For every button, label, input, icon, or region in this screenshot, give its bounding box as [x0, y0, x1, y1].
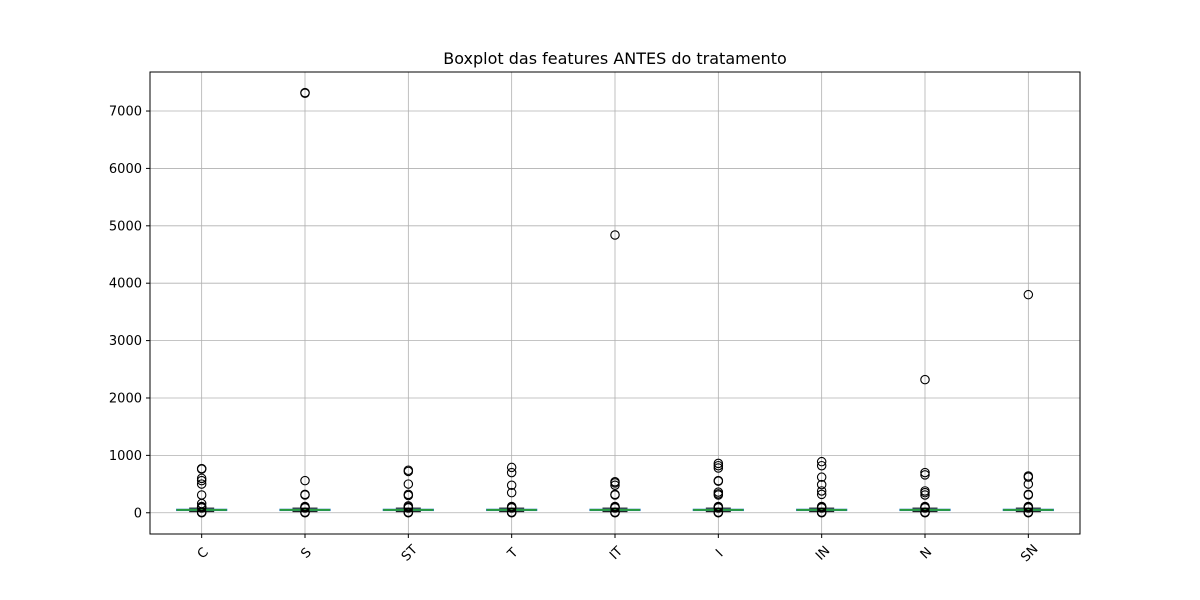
- outlier-point: [713, 508, 724, 518]
- outlier-point: [1023, 472, 1034, 482]
- outlier-point: [920, 470, 930, 480]
- x-tick-label-sn: SN: [1018, 542, 1041, 565]
- x-tick-label-it: IT: [607, 544, 626, 563]
- outlier-point: [610, 490, 620, 500]
- outlier-point: [1023, 503, 1034, 513]
- outlier-point: [713, 490, 724, 500]
- outlier-point: [816, 486, 827, 496]
- x-tick-label-n: N: [918, 545, 935, 562]
- x-tick-label-st: ST: [399, 542, 421, 564]
- outlier-point: [506, 480, 517, 490]
- x-tick-label-i: I: [713, 547, 726, 560]
- grid-lines: [150, 72, 1080, 534]
- y-tick-label: 3000: [109, 334, 142, 349]
- plot-marks: [176, 87, 1054, 518]
- outlier-point: [816, 460, 827, 471]
- x-tick-label-c: C: [195, 545, 212, 562]
- box-group-c: [176, 463, 228, 518]
- box-group-t: [486, 462, 538, 518]
- outlier-point: [713, 460, 724, 471]
- y-tick-label: 7000: [109, 105, 142, 120]
- outlier-point: [403, 466, 414, 477]
- outlier-point: [610, 478, 620, 488]
- y-tick-label: 5000: [109, 219, 142, 234]
- x-tick-label-s: S: [298, 545, 314, 561]
- y-tick-label: 0: [134, 506, 142, 521]
- outlier-point: [403, 503, 414, 513]
- outlier-point: [403, 490, 414, 501]
- outlier-point: [196, 508, 207, 518]
- outlier-point: [1023, 479, 1034, 489]
- outlier-point: [920, 503, 930, 513]
- y-tick-label: 4000: [109, 277, 142, 292]
- outlier-point: [920, 490, 930, 500]
- outlier-point: [196, 464, 207, 474]
- outlier-point: [300, 88, 310, 98]
- outlier-point: [713, 476, 724, 486]
- y-tick-label: 1000: [109, 449, 142, 464]
- outlier-point: [196, 475, 207, 486]
- box-group-i: [692, 458, 744, 518]
- outlier-point: [713, 463, 724, 473]
- outlier-point: [610, 480, 620, 490]
- y-tick-label: 6000: [109, 162, 142, 177]
- outlier-point: [713, 503, 724, 513]
- outlier-point: [920, 467, 930, 478]
- outlier-point: [506, 462, 517, 473]
- x-tick-label-t: T: [504, 545, 521, 562]
- outlier-point: [610, 503, 620, 513]
- outlier-point: [403, 508, 414, 518]
- outlier-point: [610, 230, 620, 240]
- outlier-point: [610, 508, 620, 518]
- outlier-point: [1023, 490, 1034, 500]
- outlier-point: [920, 374, 930, 385]
- y-axis: 0 1000 2000 3000 4000 5000 6000 7000: [109, 105, 150, 521]
- outlier-point: [300, 503, 310, 513]
- outlier-point: [1023, 289, 1034, 300]
- outlier-point: [506, 508, 517, 518]
- outlier-point: [816, 489, 827, 500]
- outlier-point: [1023, 508, 1034, 518]
- box-group-s: [279, 87, 331, 518]
- outlier-point: [196, 473, 207, 484]
- outlier-point: [920, 508, 930, 518]
- outlier-point: [816, 508, 827, 518]
- box-group-sn: [1002, 289, 1054, 518]
- x-tick-label-in: IN: [813, 543, 833, 563]
- outlier-point: [300, 490, 310, 500]
- box-group-it: [589, 230, 641, 518]
- outlier-point: [713, 458, 724, 469]
- outlier-point: [506, 503, 517, 513]
- box-group-n: [899, 374, 951, 518]
- x-axis: C S ST T IT I IN N SN: [195, 534, 1042, 565]
- outlier-point: [816, 456, 827, 467]
- outlier-point: [403, 479, 414, 489]
- box-group-in: [796, 456, 848, 518]
- outlier-point: [816, 472, 827, 482]
- outlier-point: [816, 479, 827, 490]
- outlier-point: [196, 479, 207, 489]
- outlier-point: [506, 487, 517, 498]
- outlier-point: [920, 487, 930, 498]
- outlier-point: [506, 467, 517, 478]
- outlier-point: [196, 503, 207, 513]
- outlier-point: [300, 508, 310, 518]
- chart-title: Boxplot das features ANTES do tratamento: [443, 49, 787, 68]
- outlier-point: [816, 503, 827, 513]
- outlier-point: [300, 475, 310, 486]
- box-group-st: [382, 465, 434, 518]
- y-tick-label: 2000: [109, 391, 142, 406]
